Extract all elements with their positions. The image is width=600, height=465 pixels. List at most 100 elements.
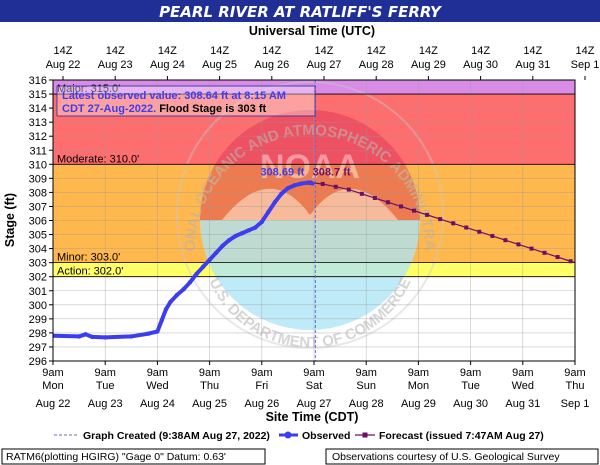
bottom-tick-day: Sun [356,380,376,392]
observed-point [310,181,315,186]
observed-point [168,299,173,305]
forecast-point [372,196,377,201]
observed-point [253,225,258,230]
legend-observed-swatch-dot [284,431,292,439]
bottom-tick-time: 9am [512,367,533,379]
annotation-date: CDT 27-Aug-2022. [62,103,156,115]
y-axis-ticks: 296 297 298 299 300 301 302 303 304 305 306 307 308 3… [29,75,53,368]
bottom-tick-time: 9am [251,367,272,379]
forecast-point [595,268,599,272]
top-tick-time: 14Z [471,45,490,57]
y-tick-label: 305 [29,230,47,242]
legend-graph-created-label: Graph Created (9:38AM Aug 27, 2022) [83,430,270,442]
observed-point [226,237,232,243]
forecast-point [385,200,390,205]
forecast-peak-label: 308.7 ft [313,167,351,179]
grid-lines [53,80,575,361]
observed-point [89,334,95,340]
x-axis-title: Site Time (CDT) [266,410,359,424]
top-tick-time: 14Z [576,45,595,57]
bottom-tick-time: 9am [42,367,63,379]
top-tick-time: 14Z [523,45,542,57]
forecast-point [346,187,351,192]
top-tick-time: 14Z [54,45,73,57]
forecast-point [451,221,456,226]
top-tick-time: 14Z [419,45,438,57]
observed-point [194,271,199,277]
observed-point [298,181,304,186]
annotation-box [56,85,316,117]
observed-point [76,334,82,339]
bottom-tick-time: 9am [199,367,220,379]
chart-title: PEARL RIVER AT RATLIFF'S FERRY [159,3,443,21]
forecast-point [490,233,495,238]
legend-observed-label: Observed [302,430,350,442]
top-axis-title: Universal Time (UTC) [249,24,375,38]
forecast-point [399,204,403,209]
bottom-tick-date: Aug 30 [453,398,488,410]
footer-left-box [1,448,266,465]
bottom-tick-date: Aug 31 [505,398,540,410]
bottom-tick-time: 9am [303,367,324,379]
series-layer [53,180,599,340]
observed-point [174,292,180,298]
bottom-tick-time: 9am [460,367,481,379]
bottom-tick-date: Aug 25 [192,398,227,410]
annotation-line-2: CDT 27-Aug-2022. Flood Stage is 303 ft [62,103,266,115]
observed-point [266,209,271,215]
observed-peak-label: 308.69 ft [260,167,304,179]
top-tick-date: Sep 1 [571,59,600,71]
y-tick-label: 303 [29,258,47,270]
observed-point [240,230,245,236]
observed-point [213,250,219,256]
forecast-point [438,217,443,222]
top-tick-time: 14Z [106,45,125,57]
bottom-tick-day: Tue [96,380,115,392]
bottom-tick-date: Aug 24 [140,398,175,410]
observed-point [279,191,284,197]
observed-point [159,318,164,323]
forecast-point [568,259,573,264]
forecast-point [359,191,364,196]
y-tick-label: 306 [29,216,47,228]
forecast-line [309,181,575,264]
top-tick-time: 14Z [158,45,177,57]
y-tick-label: 298 [29,328,47,340]
y-tick-label: 315 [29,89,47,101]
logo-mark-text: NOAA [260,148,360,186]
y-tick-label: 308 [29,187,47,199]
top-tick-date: Aug 24 [150,59,185,71]
top-tick-date: Aug 22 [46,59,81,71]
footer-right-text: Observations courtesy of U.S. Geological… [332,451,560,463]
bottom-tick-date: Aug 22 [36,398,71,410]
top-tick-date: Aug 29 [411,59,446,71]
annotation-line-1: Latest observed value: 308.64 ft at 8:15… [62,90,286,102]
top-tick-date: Aug 30 [463,59,498,71]
observed-point [285,185,291,191]
y-tick-label: 300 [29,300,47,312]
top-tick-date: Aug 28 [359,59,394,71]
bottom-tick-date: Aug 26 [244,398,279,410]
bottom-tick-time: 9am [408,367,429,379]
top-tick-date: Aug 27 [307,59,342,71]
y-tick-label: 316 [29,75,47,87]
top-tick-date: Aug 31 [515,59,550,71]
forecast-point [516,242,521,247]
bottom-tick-day: Wed [512,380,534,392]
annotation-flood-stage: Flood Stage is 303 ft [156,103,266,115]
observed-point [129,334,134,339]
observed-point [53,333,56,338]
legend-forecast-swatch-dot [362,432,368,438]
flood-category-labels: Major: 315.0'Moderate: 310.0'Minor: 303.… [53,83,575,278]
y-tick-label: 313 [29,117,47,129]
y-tick-label: 304 [29,244,47,256]
bottom-tick-date: Aug 28 [349,398,384,410]
observed-point [220,243,225,248]
latest-observed-annotation: Latest observed value: 308.64 ft at 8:15… [56,85,316,117]
forecast-point [425,212,430,217]
title-bar [0,0,600,22]
bottom-tick-time: 9am [94,367,115,379]
observed-point [181,287,186,292]
observed-point [292,183,297,188]
